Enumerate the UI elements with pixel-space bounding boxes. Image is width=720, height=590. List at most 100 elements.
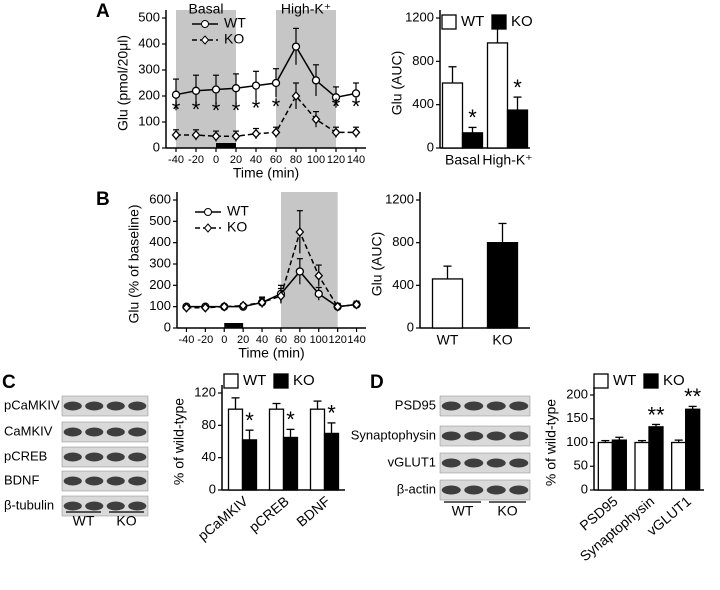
stimulus-bar [216, 143, 236, 148]
y-tick-label: 0 [407, 319, 414, 334]
legend-swatch [223, 373, 239, 389]
legend-swatch [273, 373, 289, 389]
legend-label: WT [227, 203, 249, 219]
group-label: KO [497, 503, 517, 519]
y-tick-label: 1200 [405, 9, 434, 24]
y-tick-label: 300 [149, 255, 171, 270]
significance: * [327, 401, 336, 426]
y-tick-label: 100 [566, 434, 588, 449]
y-tick-label: 0 [209, 481, 216, 496]
blot-band [85, 452, 104, 462]
blot-band [441, 485, 461, 495]
y-tick-label: 80 [202, 417, 216, 432]
blot-strip [439, 395, 531, 417]
shaded-region [280, 192, 338, 328]
point [351, 127, 361, 138]
legend-swatch [441, 14, 457, 30]
blot-label: BDNF [4, 472, 39, 487]
point [171, 130, 181, 140]
blot-band [486, 431, 506, 441]
significance: ** [647, 402, 665, 427]
legend-label: KO [224, 31, 244, 47]
blot-strip [439, 425, 531, 447]
significance: * [232, 98, 241, 123]
bar [486, 42, 509, 149]
blot-band [464, 458, 484, 468]
x-tick-label: -20 [197, 334, 213, 346]
y-tick-label: 500 [149, 213, 171, 228]
point [333, 301, 343, 312]
blot-band [63, 501, 82, 511]
point [352, 299, 361, 310]
y-tick-label: 0 [153, 139, 160, 154]
blot-strip [61, 470, 149, 492]
y-tick-label: 200 [149, 277, 171, 292]
legend-label: WT [461, 13, 484, 30]
significance: * [352, 94, 361, 119]
region-label: High-K⁺ [281, 1, 331, 17]
blot-strip [61, 421, 149, 443]
y-tick-label: 500 [138, 9, 160, 24]
point [291, 91, 301, 101]
blot-band [509, 485, 529, 495]
blot-band [106, 401, 125, 411]
y-tick-label: 1200 [385, 191, 414, 206]
x-tick-label: BDNF [293, 493, 332, 530]
blot-band [486, 401, 506, 411]
blot-label: pCaMKIV [4, 397, 60, 412]
bar [441, 82, 464, 149]
panel-label: B [96, 189, 110, 210]
x-tick-label: KO [492, 332, 512, 348]
blot-band [106, 501, 125, 511]
blot-band [106, 476, 125, 486]
x-tick-label: 60 [270, 154, 282, 166]
blot-band [128, 501, 147, 511]
x-tick-label: 100 [310, 334, 328, 346]
legend-label: KO [663, 372, 685, 389]
blot-strip [61, 446, 149, 468]
x-tick-label: 0 [221, 334, 227, 346]
panel-label: C [2, 372, 16, 393]
point [171, 90, 181, 99]
y-axis-label: % of wild-type [543, 399, 559, 486]
legend-label: WT [613, 372, 636, 389]
significance: * [212, 98, 221, 123]
y-axis-label: Glu (pmol/20μl) [115, 35, 131, 131]
y-tick-label: 0 [164, 319, 171, 334]
y-tick-label: 100 [149, 298, 171, 313]
x-tick-label: 100 [307, 154, 325, 166]
blot-band [63, 427, 82, 437]
y-tick-label: 800 [392, 234, 414, 249]
significance: * [286, 407, 295, 432]
y-tick-label: 100 [138, 113, 160, 128]
x-tick-label: -40 [168, 154, 184, 166]
blot-band [486, 458, 506, 468]
bar [431, 278, 464, 329]
blot-band [63, 452, 82, 462]
blot-band [441, 431, 461, 441]
bar [506, 109, 529, 149]
blot-band [128, 476, 147, 486]
blot-band [441, 458, 461, 468]
point [314, 270, 324, 281]
x-tick-label: pCaMKIV [195, 492, 252, 543]
x-tick-label: 80 [294, 334, 306, 346]
point [211, 131, 221, 142]
point [311, 114, 321, 125]
region-label: Basal [188, 1, 223, 17]
y-tick-label: 800 [412, 53, 434, 68]
group-label: KO [116, 513, 136, 529]
legend-label: WT [243, 372, 266, 389]
legend-swatch [593, 373, 609, 389]
blot-band [85, 476, 104, 486]
significance: * [513, 75, 522, 100]
series-line [176, 94, 356, 138]
y-axis-label: Glu (AUC) [389, 51, 405, 116]
blot-band [464, 431, 484, 441]
legend-label: KO [293, 372, 315, 389]
blot-band [509, 401, 529, 411]
shaded-region [276, 10, 336, 148]
y-tick-label: 300 [138, 61, 160, 76]
point [314, 289, 323, 299]
